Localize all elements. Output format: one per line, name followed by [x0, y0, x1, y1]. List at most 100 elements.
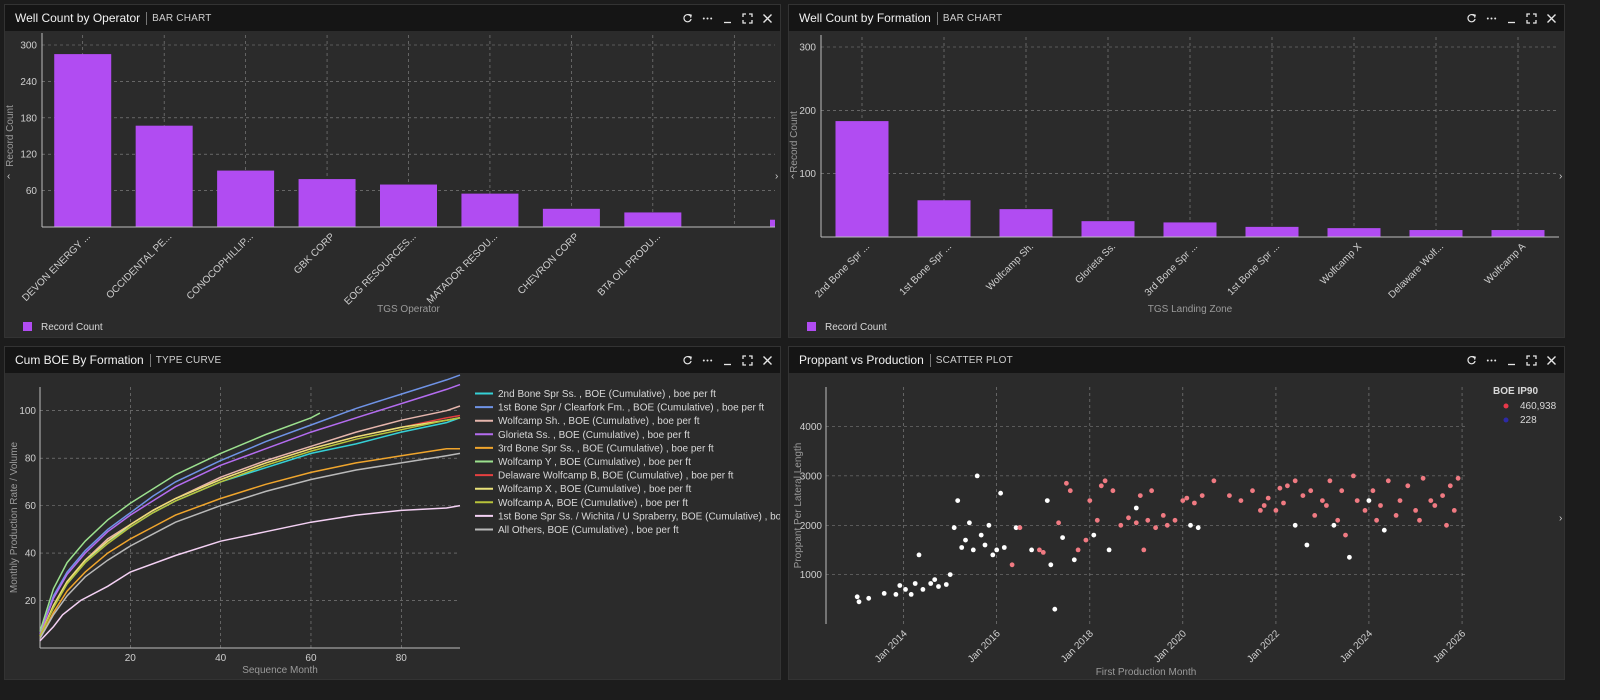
scatter-point: [1110, 488, 1116, 494]
legend-title: BOE IP90: [1493, 386, 1538, 397]
close-icon[interactable]: [1545, 354, 1558, 367]
operator-bar-chart: 60 120 180 240 300 DEVON ENERGY ... OCCIDENTAL…: [5, 33, 778, 333]
scatter-point: [955, 498, 961, 503]
scatter-point: [1327, 478, 1333, 484]
scatter-point: [1184, 495, 1190, 501]
scatter-chart: 1000 2000 3000 4000 Jan 2014 Jan 2016 Jan 2018…: [793, 386, 1562, 678]
panel-title: Proppant vs Production: [799, 353, 931, 367]
panel-type-label: BAR CHART: [942, 12, 1003, 24]
scatter-point: [1102, 478, 1108, 484]
panel-controls: [1465, 5, 1558, 31]
panel-title: Well Count by Operator: [15, 11, 148, 25]
scatter-point: [1141, 547, 1147, 553]
minimize-icon[interactable]: [1505, 354, 1518, 367]
close-icon[interactable]: [761, 12, 774, 25]
bar: [1081, 221, 1135, 237]
more-icon[interactable]: [1485, 354, 1498, 367]
operator-bar-panel: Well Count by Operator BAR CHART 60 120 18…: [4, 4, 781, 338]
scatter-point: [1044, 498, 1050, 503]
panel-title: Well Count by Formation: [799, 11, 938, 25]
scatter-point: [1056, 520, 1061, 526]
legend-swatch: [1503, 417, 1509, 423]
scatter-point: [1164, 522, 1170, 528]
y-tick-label: 60: [26, 186, 38, 197]
scatter-point: [982, 542, 988, 548]
y-tick-label: 300: [20, 41, 37, 52]
close-icon[interactable]: [761, 354, 774, 367]
scatter-point: [908, 592, 914, 597]
scatter-point: [928, 581, 934, 586]
bar: [1163, 222, 1217, 237]
scatter-point: [1308, 488, 1314, 494]
maximize-icon[interactable]: [1525, 354, 1538, 367]
legend-label: 460,938: [1520, 401, 1557, 412]
refresh-icon[interactable]: [681, 12, 694, 25]
series-line: [39, 412, 321, 632]
more-icon[interactable]: [701, 354, 714, 367]
more-icon[interactable]: [1485, 12, 1498, 25]
more-icon[interactable]: [701, 12, 714, 25]
scatter-point: [1335, 517, 1341, 523]
scatter-point: [1001, 545, 1007, 550]
maximize-icon[interactable]: [741, 354, 754, 367]
scatter-point: [1285, 483, 1290, 489]
scatter-point: [1172, 517, 1178, 523]
refresh-icon[interactable]: [1465, 12, 1478, 25]
scatter-point: [1324, 503, 1329, 508]
scatter-point: [916, 552, 922, 558]
scatter-point: [974, 473, 980, 479]
bar: [1245, 226, 1299, 237]
x-axis-title: Sequence Month: [242, 665, 318, 676]
x-tick-label: Wolfcamp Sh.: [984, 241, 1036, 293]
scatter-point: [1273, 508, 1279, 513]
maximize-icon[interactable]: [1525, 12, 1538, 25]
legend-label: Wolfcamp Sh. , BOE (Cumulative) , boe pe…: [498, 416, 700, 427]
scatter-point: [1413, 508, 1418, 513]
maximize-icon[interactable]: [741, 12, 754, 25]
scatter-point: [903, 587, 908, 592]
scatter-point: [1075, 547, 1081, 553]
scatter-point: [881, 591, 887, 596]
scatter-point: [1048, 562, 1054, 568]
series-line: [39, 374, 461, 635]
legend-label: 3rd Bone Spr Ss. , BOE (Cumulative) , bo…: [498, 443, 714, 454]
scroll-right-icon: ›: [775, 171, 778, 182]
scatter-point: [1370, 488, 1376, 494]
refresh-icon[interactable]: [681, 354, 694, 367]
scatter-point: [1366, 498, 1372, 503]
close-icon[interactable]: [1545, 12, 1558, 25]
scroll-right-icon: ›: [1559, 171, 1562, 182]
scatter-point: [967, 520, 972, 526]
scatter-point: [1277, 485, 1283, 491]
y-axis-title: Proppant Per Lateral Length: [793, 443, 804, 569]
x-tick-label: Jan 2016: [966, 628, 1003, 665]
x-tick-label: 1st Bone Spr ...: [898, 241, 955, 298]
scatter-point: [856, 599, 862, 605]
x-tick-label: BTA OIL PRODU...: [596, 231, 663, 298]
y-tick-label: 100: [19, 406, 36, 417]
scatter-point: [943, 582, 949, 587]
panel-controls: [681, 347, 774, 373]
scatter-point: [990, 552, 996, 558]
formation-bar-chart: 100 200 300 2nd Bone Spr ... 1st Bone Spr ..…: [789, 35, 1562, 333]
y-tick-label: 240: [20, 77, 37, 88]
scatter-point: [1091, 532, 1097, 538]
legend-label: Record Count: [41, 322, 103, 333]
minimize-icon[interactable]: [721, 12, 734, 25]
scatter-point: [1153, 525, 1158, 531]
x-tick-label: MATADOR RESOU...: [425, 231, 500, 306]
scatter-point: [1017, 525, 1023, 531]
legend-label: 228: [1520, 415, 1537, 426]
scatter-point: [1126, 515, 1131, 521]
minimize-icon[interactable]: [721, 354, 734, 367]
scatter-point: [1067, 488, 1073, 494]
scatter-point: [1261, 503, 1267, 508]
x-tick-label: Jan 2026: [1431, 628, 1468, 665]
scatter-point: [1331, 522, 1337, 528]
refresh-icon[interactable]: [1465, 354, 1478, 367]
x-tick-label: 3rd Bone Spr ...: [1143, 241, 1200, 298]
x-tick-label: CHEVRON CORP: [516, 231, 582, 297]
bar: [380, 184, 437, 227]
scatter-point: [1188, 522, 1193, 528]
minimize-icon[interactable]: [1505, 12, 1518, 25]
